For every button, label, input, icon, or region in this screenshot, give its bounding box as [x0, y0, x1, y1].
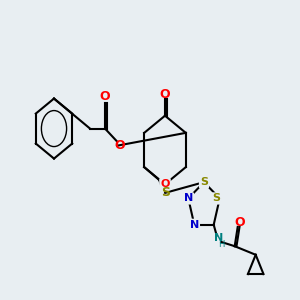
Text: O: O [234, 216, 244, 229]
Text: S: S [200, 177, 208, 187]
Text: O: O [160, 179, 170, 189]
Text: O: O [100, 90, 110, 103]
Text: N: N [214, 232, 223, 243]
Text: N: N [190, 220, 199, 230]
Text: S: S [161, 186, 170, 200]
Text: H: H [218, 240, 224, 249]
Text: O: O [115, 139, 125, 152]
Text: N: N [184, 194, 193, 203]
Text: S: S [213, 194, 221, 203]
Text: O: O [160, 88, 170, 101]
